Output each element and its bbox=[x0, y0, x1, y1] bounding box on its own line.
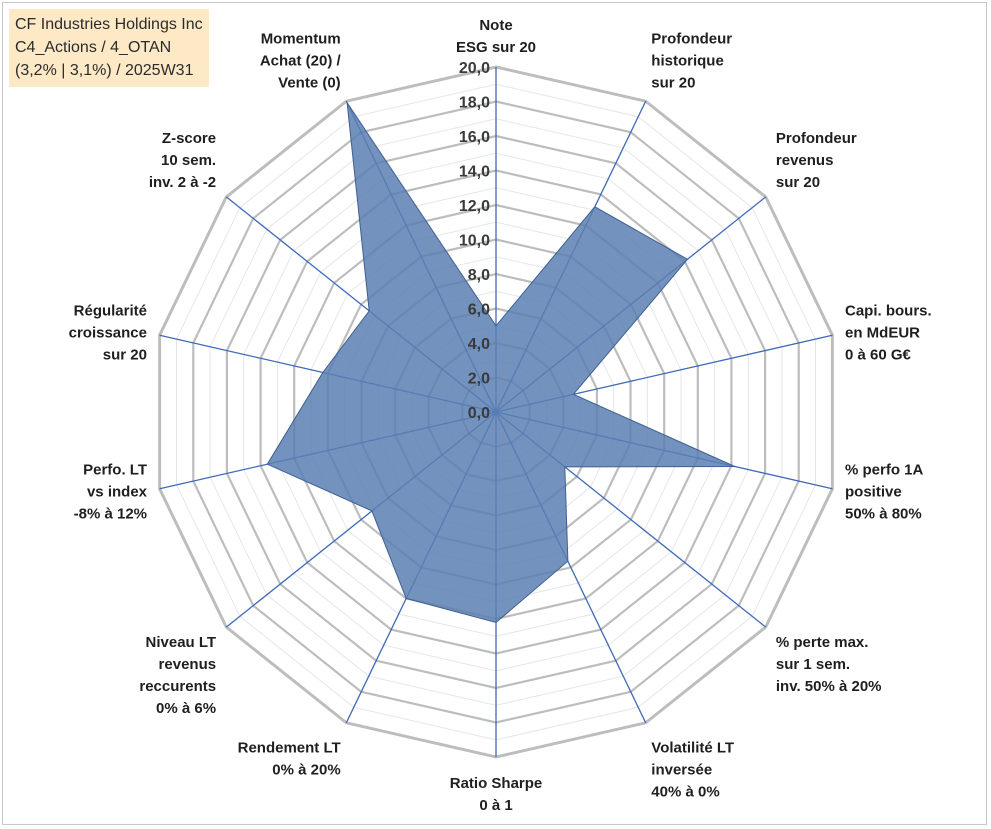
radial-tick-labels: 0,0 2,0 4,0 6,0 8,0 10,0 12,0 14,0 16,0 18,0 20,0 bbox=[459, 60, 490, 422]
axis-label-line: revenus bbox=[776, 152, 834, 169]
axis-label-line: reccurents bbox=[139, 678, 216, 695]
tick-label: 20,0 bbox=[459, 60, 490, 77]
axis-label: Profondeur historique sur 20 bbox=[651, 31, 732, 92]
axis-label-line: % perfo 1A bbox=[845, 462, 924, 479]
axis-label: Niveau LT revenus reccurents 0% à 6% bbox=[139, 634, 216, 717]
axis-label-line: croissance bbox=[69, 324, 147, 341]
axis-label-line: positive bbox=[845, 484, 902, 501]
axis-label: Régularité croissance sur 20 bbox=[69, 302, 147, 363]
axis-label: Rendement LT 0% à 20% bbox=[238, 740, 341, 779]
axis-label-line: sur 20 bbox=[651, 75, 695, 92]
axis-label-line: 0% à 6% bbox=[156, 700, 216, 717]
axis-label-line: Capi. bours. bbox=[845, 302, 932, 319]
axis-label-line: Régularité bbox=[74, 302, 147, 319]
axis-label-line: Volatilité LT bbox=[651, 740, 734, 757]
tick-label: 18,0 bbox=[459, 95, 490, 112]
tick-label: 12,0 bbox=[459, 198, 490, 215]
tick-label: 16,0 bbox=[459, 129, 490, 146]
axis-label-line: 10 sem. bbox=[161, 152, 216, 169]
axis-label: Perfo. LT vs index -8% à 12% bbox=[74, 462, 148, 523]
title-line-category: C4_Actions / 4_OTAN bbox=[15, 39, 172, 56]
axis-label-line: Momentum bbox=[261, 31, 341, 48]
tick-label: 0,0 bbox=[468, 405, 490, 422]
axis-label: Momentum Achat (20) / Vente (0) bbox=[260, 31, 342, 92]
axis-label-line: inv. 2 à -2 bbox=[149, 174, 216, 191]
title-line-period: (3,2% | 3,1%) / 2025W31 bbox=[15, 62, 194, 79]
axis-label-line: sur 20 bbox=[776, 174, 820, 191]
axis-label: Capi. bours. en MdEUR 0 à 60 G€ bbox=[845, 302, 932, 363]
axis-label-line: Profondeur bbox=[776, 130, 857, 147]
axis-label-line: inv. 50% à 20% bbox=[776, 678, 882, 695]
axis-label: Z-score 10 sem. inv. 2 à -2 bbox=[149, 130, 216, 191]
axis-label-line: Achat (20) / bbox=[260, 53, 342, 70]
tick-label: 14,0 bbox=[459, 164, 490, 181]
axis-label-line: sur 20 bbox=[103, 346, 147, 363]
axis-label: Note ESG sur 20 bbox=[456, 17, 536, 56]
axis-label: % perte max. sur 1 sem. inv. 50% à 20% bbox=[776, 634, 882, 695]
axis-label: Ratio Sharpe 0 à 1 bbox=[450, 775, 543, 814]
axis-label-line: 40% à 0% bbox=[651, 784, 719, 801]
chart-title-box: CF Industries Holdings Inc C4_Actions / … bbox=[9, 9, 209, 87]
axis-label-line: inversée bbox=[651, 762, 712, 779]
axis-label-line: % perte max. bbox=[776, 634, 869, 651]
axis-label: Profondeur revenus sur 20 bbox=[776, 130, 857, 191]
axis-label-line: ESG sur 20 bbox=[456, 39, 536, 56]
axis-label-line: 0 à 1 bbox=[479, 797, 512, 814]
series-area bbox=[266, 102, 736, 624]
axis-label-line: -8% à 12% bbox=[74, 506, 147, 523]
title-line-company: CF Industries Holdings Inc bbox=[15, 16, 203, 33]
tick-label: 6,0 bbox=[468, 302, 490, 319]
axis-label-line: Vente (0) bbox=[278, 75, 341, 92]
axis-label-line: Z-score bbox=[162, 130, 216, 147]
axis-label: % perfo 1A positive 50% à 80% bbox=[845, 462, 924, 523]
axis-label-line: sur 1 sem. bbox=[776, 656, 850, 673]
axis-label-line: 0% à 20% bbox=[272, 762, 340, 779]
axis-label-line: Niveau LT bbox=[146, 634, 217, 651]
axis-label-line: historique bbox=[651, 53, 724, 70]
axis-label-line: vs index bbox=[87, 484, 148, 501]
tick-label: 10,0 bbox=[459, 233, 490, 250]
axis-label-line: en MdEUR bbox=[845, 324, 920, 341]
axis-label-line: Perfo. LT bbox=[83, 462, 147, 479]
axis-label: Volatilité LT inversée 40% à 0% bbox=[651, 740, 734, 801]
tick-label: 2,0 bbox=[468, 371, 490, 388]
axis-label-line: revenus bbox=[159, 656, 217, 673]
axis-label-line: Rendement LT bbox=[238, 740, 341, 757]
axis-labels: Note ESG sur 20 Profondeur historique sur 20… bbox=[69, 17, 932, 814]
tick-label: 4,0 bbox=[468, 336, 490, 353]
axis-label-line: Ratio Sharpe bbox=[450, 775, 543, 792]
radar-series bbox=[266, 102, 736, 624]
axis-label-line: Profondeur bbox=[651, 31, 732, 48]
axis-label-line: 50% à 80% bbox=[845, 506, 922, 523]
axis-label-line: Note bbox=[479, 17, 512, 34]
axis-label-line: 0 à 60 G€ bbox=[845, 346, 912, 363]
tick-label: 8,0 bbox=[468, 267, 490, 284]
